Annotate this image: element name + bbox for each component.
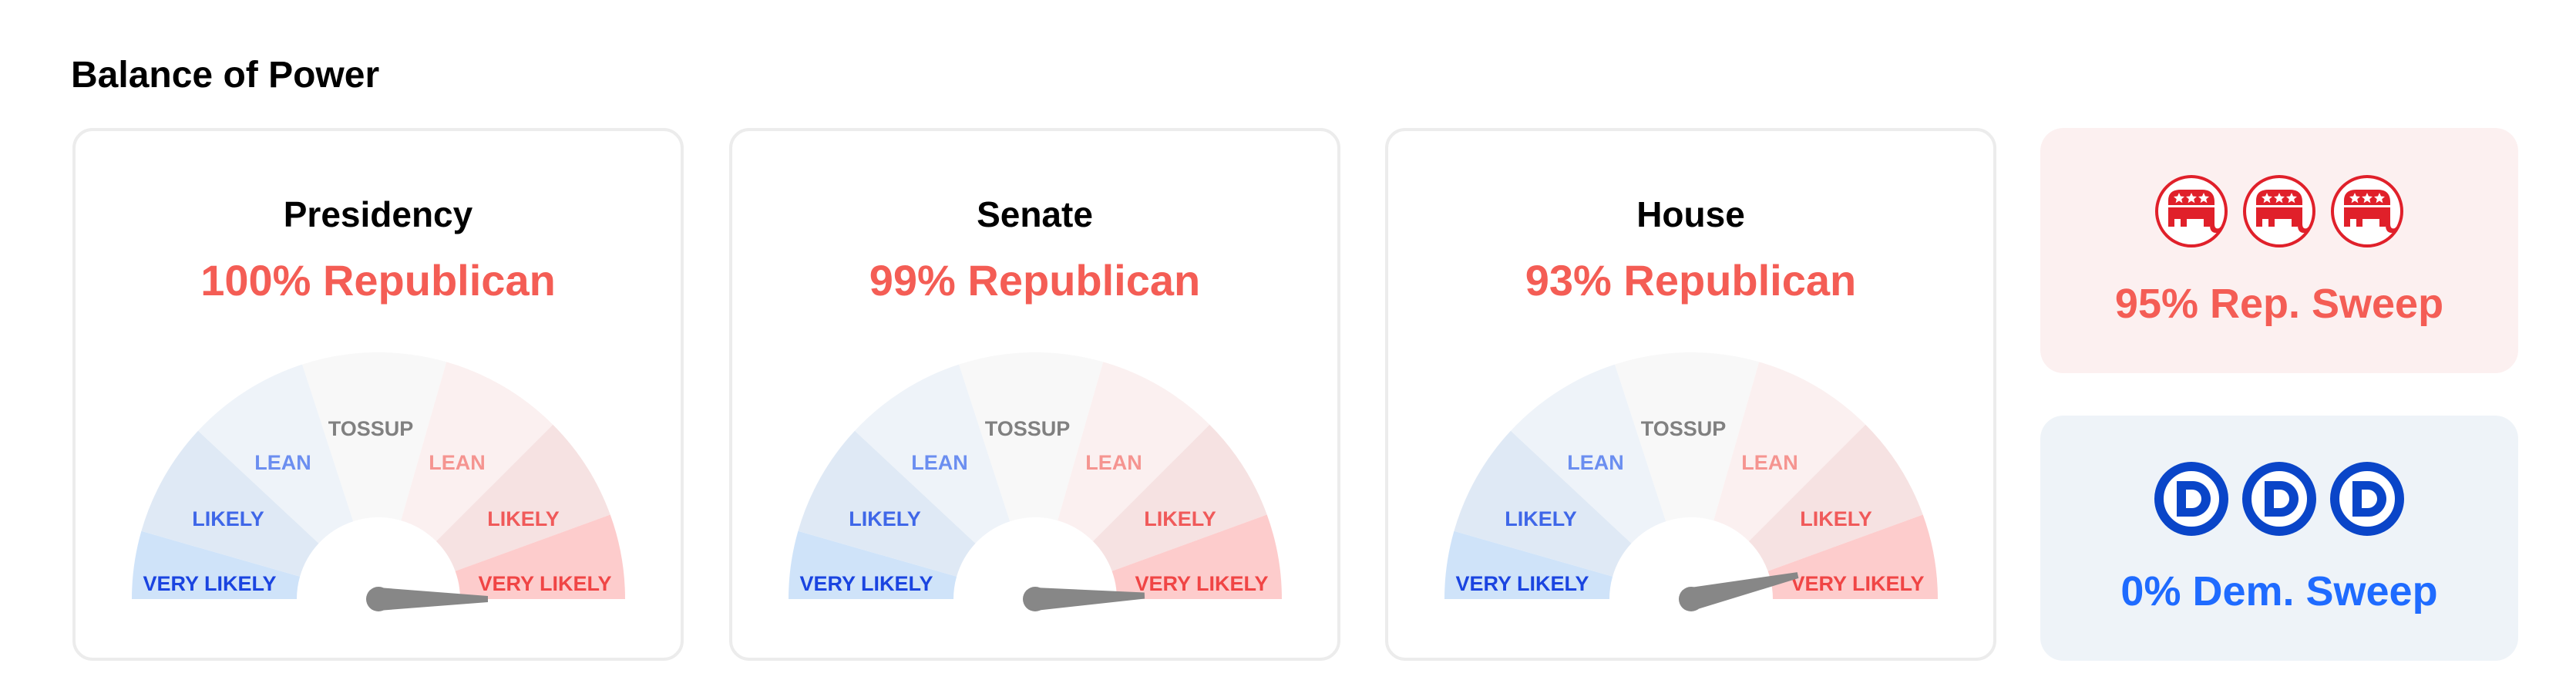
gauge-label: LIKELY — [1144, 507, 1216, 530]
gauge-label: VERY LIKELY — [1791, 572, 1924, 595]
gauge-segment — [132, 530, 301, 599]
gauge-needle-hub — [1023, 587, 1048, 611]
gauge-needle — [1688, 572, 1799, 611]
gauge-segment — [1058, 362, 1210, 542]
card-probability: 99% Republican — [869, 256, 1201, 305]
gauge-segment — [789, 530, 957, 599]
gauge-needle-hub — [1679, 587, 1703, 611]
gauge-segment — [798, 430, 976, 577]
gauge-segment — [1748, 424, 1923, 571]
gauge-segment — [401, 362, 553, 542]
rep-sweep-label: 95% Rep. Sweep — [2114, 281, 2444, 327]
gauge-segment — [302, 352, 447, 522]
card-title: Senate — [977, 194, 1093, 234]
gauge-label: LEAN — [1085, 451, 1142, 474]
gauge-label: VERY LIKELY — [1455, 572, 1589, 595]
gauge-label: LEAN — [911, 451, 968, 474]
gauge-segment — [1454, 430, 1632, 577]
gop-elephant-icon — [2155, 175, 2228, 247]
gauge-label: LEAN — [429, 451, 486, 474]
gauge-segment — [455, 514, 625, 599]
card-probability: 93% Republican — [1525, 256, 1857, 305]
gauge-label: TOSSUP — [985, 417, 1071, 440]
gauge-segment — [1111, 514, 1282, 599]
gauge-segment — [141, 430, 319, 577]
democratic-d-icon — [2154, 462, 2228, 536]
gauge-segment — [959, 352, 1104, 522]
gauge-needle-hub — [366, 587, 391, 611]
dem-icons — [2040, 460, 2518, 537]
gauge-segment — [1767, 514, 1938, 599]
gauge-label: TOSSUP — [1641, 417, 1727, 440]
gauge-label: LIKELY — [849, 507, 921, 530]
senate-card: Senate 99% Republican VERY LIKELY LIKELY L… — [729, 128, 1340, 661]
gauge-label: LIKELY — [487, 507, 560, 530]
gauge-label: TOSSUP — [328, 417, 414, 440]
gauge-segment — [1444, 530, 1613, 599]
gauge-segment — [1615, 352, 1760, 522]
card-title: House — [1636, 194, 1745, 234]
dem-sweep-box: 0% Dem. Sweep — [2040, 416, 2518, 661]
gauge-segment — [197, 364, 354, 544]
gauge-label: LIKELY — [1505, 507, 1577, 530]
gauge-label: VERY LIKELY — [799, 572, 933, 595]
card-title: Presidency — [283, 194, 473, 234]
card-probability: 100% Republican — [200, 256, 556, 305]
probability-gauge: VERY LIKELY LIKELY LEAN TOSSUP LEAN LIKELY VER… — [789, 352, 1282, 611]
gauge-segment — [435, 424, 610, 571]
gauge-label: LIKELY — [192, 507, 264, 530]
gauge-segment — [1713, 362, 1866, 542]
gauge-label: VERY LIKELY — [478, 572, 611, 595]
democratic-d-icon — [2330, 462, 2404, 536]
gauge-needle — [1034, 588, 1145, 611]
rep-icons — [2040, 173, 2518, 250]
house-card: House 93% Republican VERY LIKELY LIKELY LE… — [1385, 128, 1996, 661]
probability-gauge: VERY LIKELY LIKELY LEAN TOSSUP LEAN LIKELY VER… — [132, 352, 625, 611]
democratic-d-icon — [2242, 462, 2316, 536]
rep-sweep-box: 95% Rep. Sweep — [2040, 128, 2518, 373]
gop-elephant-icon — [2331, 175, 2403, 247]
dem-sweep-label: 0% Dem. Sweep — [2120, 568, 2438, 615]
gauge-label: LIKELY — [1800, 507, 1872, 530]
gauge-segment — [1510, 364, 1666, 544]
gauge-label: VERY LIKELY — [143, 572, 276, 595]
probability-gauge: VERY LIKELY LIKELY LEAN TOSSUP LEAN LIKELY VER… — [1444, 352, 1938, 611]
gauge-label: LEAN — [254, 451, 311, 474]
page-heading: Balance of Power — [71, 55, 380, 96]
gauge-segment — [1092, 424, 1267, 571]
gauge-segment — [854, 364, 1011, 544]
gauge-label: VERY LIKELY — [1135, 572, 1268, 595]
presidency-card: Presidency 100% Republican VERY LIKELY LI… — [72, 128, 684, 661]
gop-elephant-icon — [2243, 175, 2315, 247]
gauge-label: LEAN — [1741, 451, 1798, 474]
gauge-needle — [378, 588, 488, 611]
gauge-label: LEAN — [1567, 451, 1624, 474]
